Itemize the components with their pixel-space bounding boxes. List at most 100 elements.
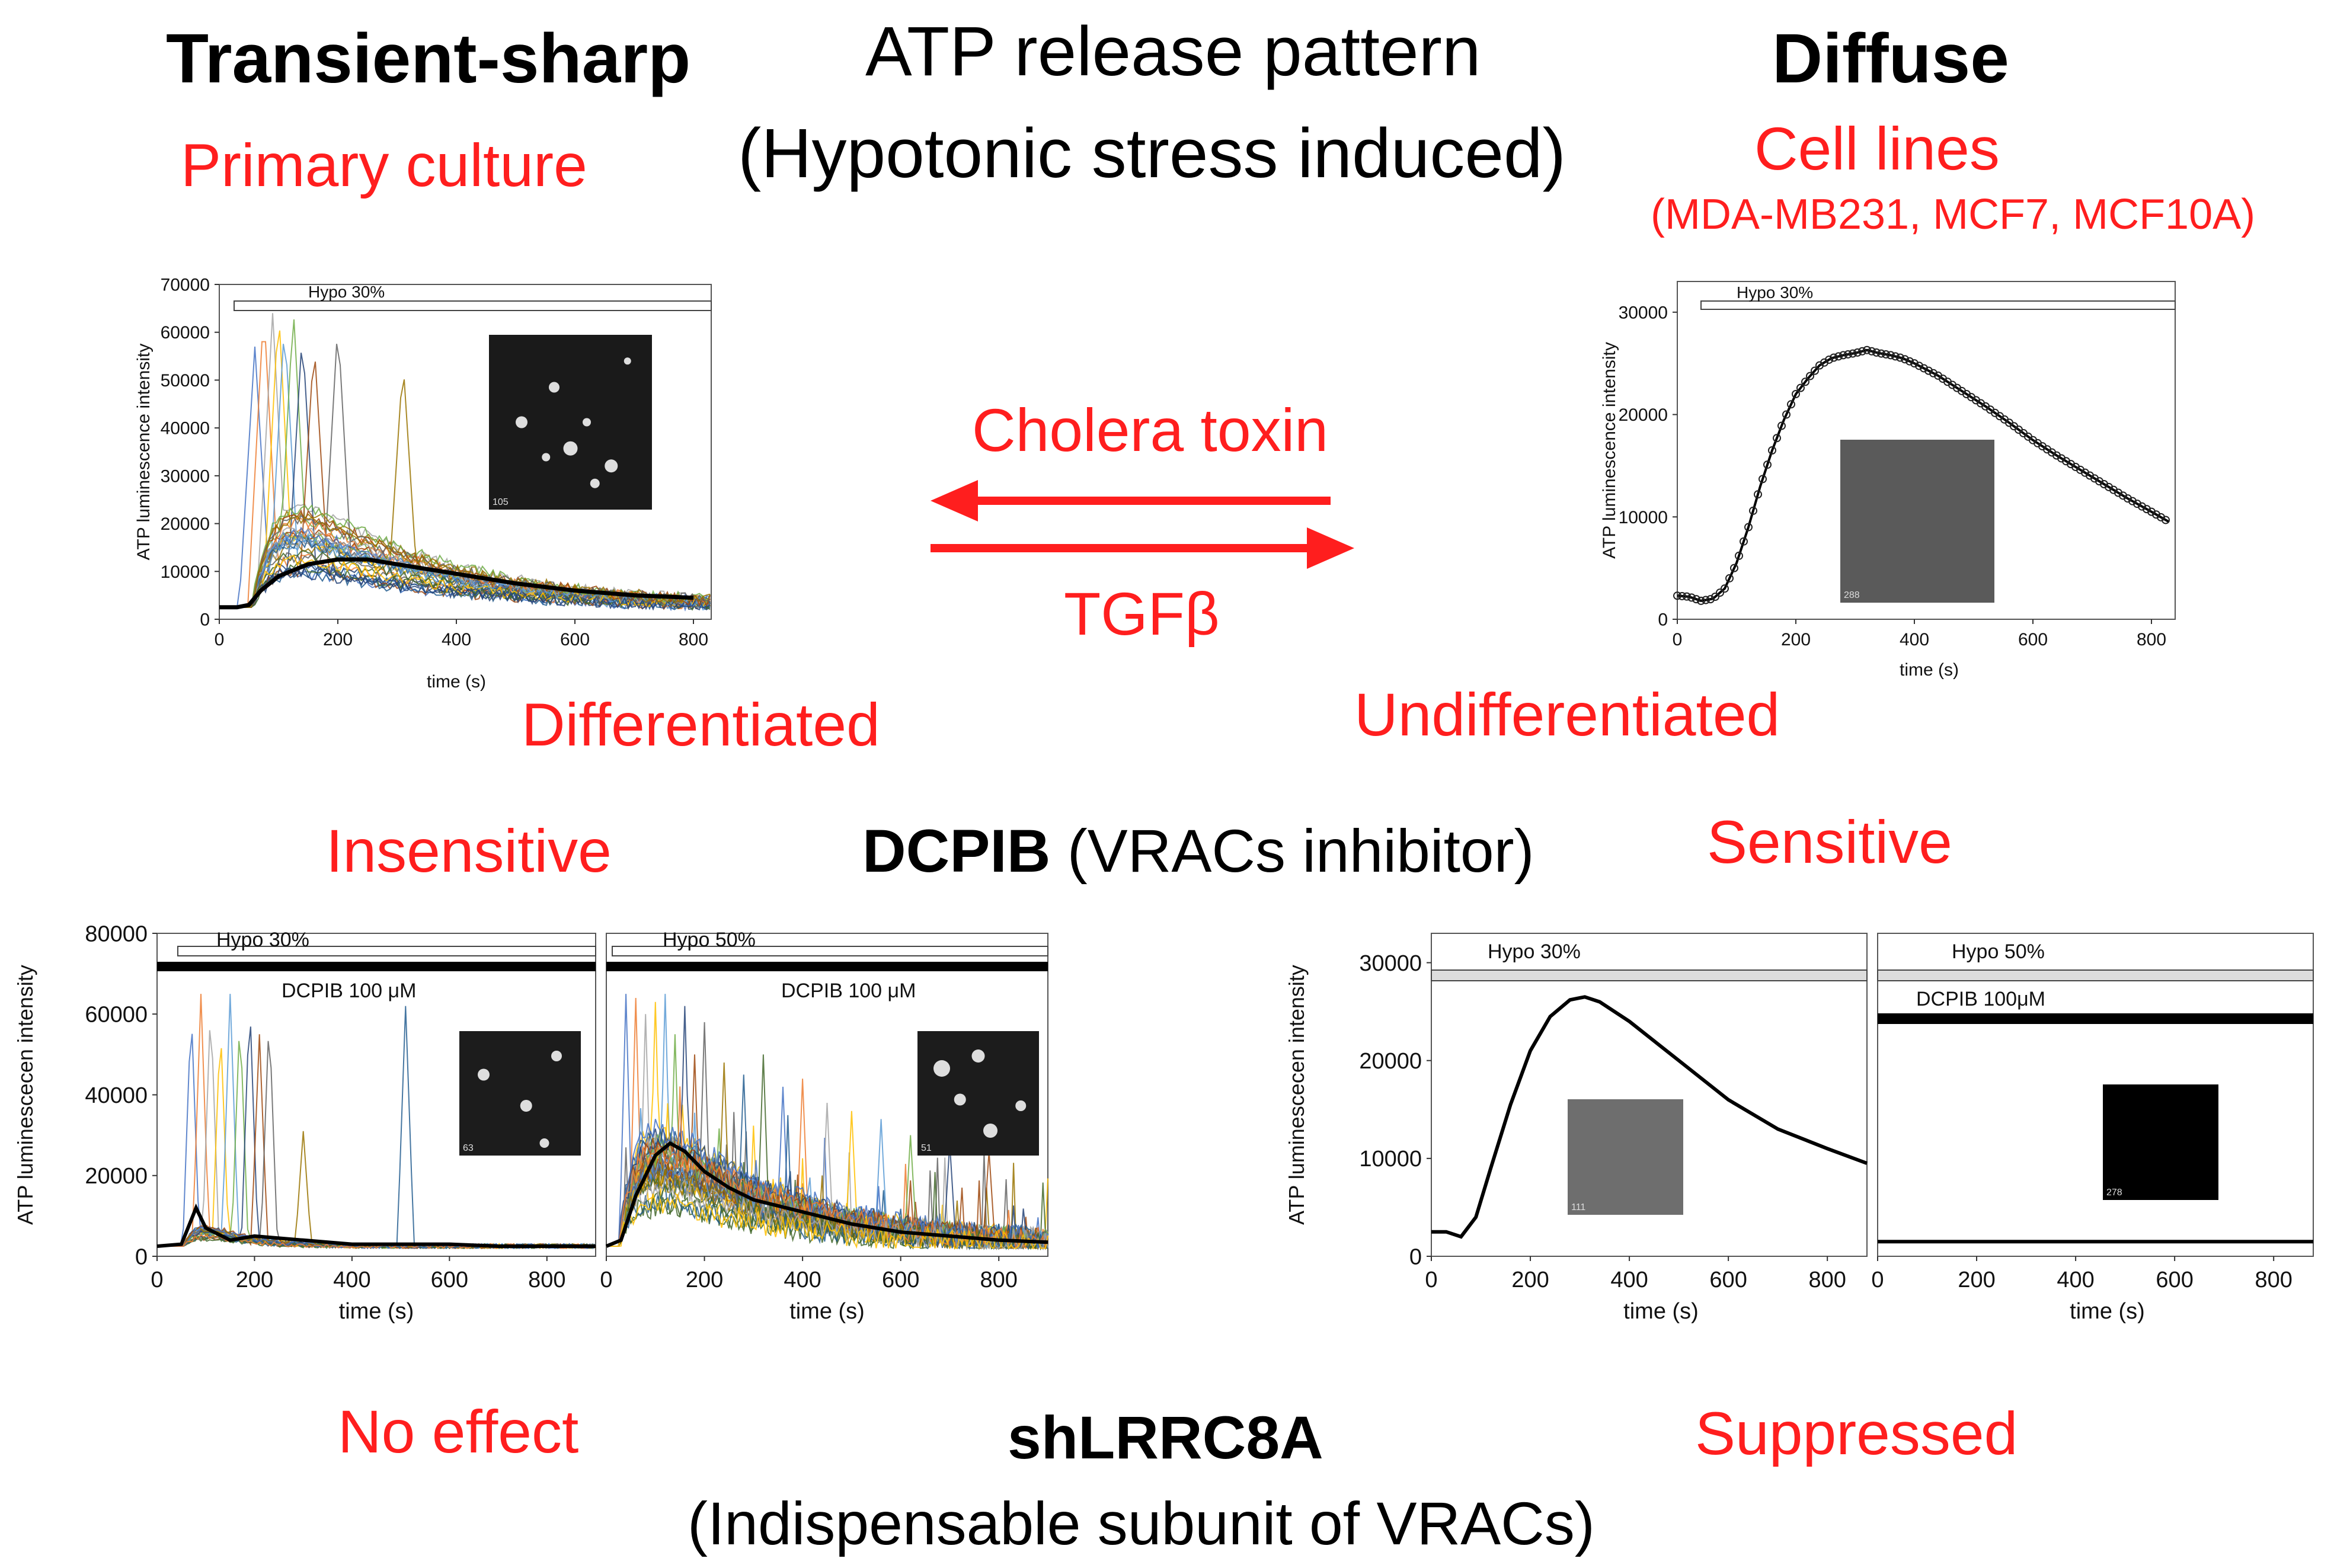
x-tick-label: 400	[1610, 1268, 1648, 1292]
inset-frame-number: 63	[463, 1143, 474, 1153]
y-tick-label: 0	[1409, 1244, 1422, 1269]
dcpib-bar	[157, 962, 596, 971]
data-point	[1806, 372, 1814, 380]
x-tick-label: 0	[1425, 1268, 1437, 1292]
x-tick-label: 400	[784, 1268, 821, 1292]
x-axis-label: time (s)	[1900, 660, 1959, 680]
hypo-bar-label: Hypo 30%	[1488, 940, 1581, 963]
x-tick-label: 800	[980, 1268, 1018, 1292]
data-point	[1735, 551, 1743, 560]
data-point	[1730, 564, 1738, 572]
x-tick-label: 400	[2057, 1268, 2094, 1292]
inset-cell	[542, 453, 551, 462]
data-point	[1868, 347, 1876, 356]
title-line-2: (Hypotonic stress induced)	[738, 114, 1566, 193]
cell-trace	[606, 1119, 1048, 1249]
x-tick-label: 600	[2156, 1268, 2193, 1292]
x-tick-label: 0	[1871, 1268, 1884, 1292]
chart-cell-lines: 0 10000 20000 30000 0 200 400 600 800 time (s) ATP…	[1600, 281, 2176, 680]
x-tick-label: 200	[686, 1268, 723, 1292]
y-tick-label: 0	[200, 610, 210, 630]
hypo-bar	[1700, 300, 2176, 310]
cell-trace	[219, 313, 711, 608]
y-tick-label: 10000	[1359, 1147, 1422, 1172]
data-point	[1687, 593, 1696, 602]
data-point	[1863, 345, 1871, 354]
data-point	[1830, 353, 1838, 362]
inset-cell	[983, 1124, 997, 1138]
arrow-left-cholera-toxin	[931, 480, 1331, 521]
data-point	[1929, 369, 1937, 377]
shlrrc8a-heading: shLRRC8A	[1008, 1404, 1323, 1471]
mean-trace	[156, 1203, 596, 1248]
inset-cell	[539, 1138, 549, 1148]
x-axis-label: time (s)	[339, 1299, 414, 1324]
x-axis-label: time (s)	[1623, 1299, 1699, 1324]
x-tick-label: 200	[323, 630, 353, 649]
data-point	[1782, 410, 1791, 419]
data-point	[1849, 349, 1857, 358]
inset-cell	[583, 418, 591, 427]
x-tick-label: 200	[1958, 1268, 1995, 1292]
y-tick-label: 20000	[1619, 405, 1668, 425]
dcpib-bar-label: DCPIB 100μM	[1916, 988, 2045, 1010]
data-point	[1887, 351, 1895, 360]
hypo-bar-label: Hypo 30%	[1737, 283, 1813, 302]
data-point	[1901, 355, 1909, 364]
inset-frame-number: 105	[493, 497, 509, 507]
shlrrc8a-description: (Indispensable subunit of VRACs)	[688, 1490, 1595, 1557]
hypo-bar-label: Hypo 50%	[663, 929, 756, 951]
hypo-bar	[177, 946, 596, 956]
sensitive-label: Sensitive	[1707, 808, 1952, 876]
dcpib-name: DCPIB	[862, 817, 1051, 885]
inset-cell	[954, 1093, 966, 1106]
x-axis-label: time (s)	[2070, 1299, 2145, 1324]
y-axis-label: ATP luminescecen intensity	[13, 965, 37, 1225]
data-point	[1882, 350, 1890, 359]
x-tick-label: 0	[151, 1268, 163, 1292]
y-tick-label: 30000	[161, 466, 210, 486]
data-point	[1858, 347, 1866, 356]
cell-lines-list: (MDA-MB231, MCF7, MCF10A)	[1651, 191, 2256, 238]
x-axis-label: time (s)	[427, 672, 486, 692]
x-tick-label: 600	[560, 630, 590, 649]
hypo-bar	[1877, 969, 2314, 981]
x-tick-label: 800	[679, 630, 708, 649]
x-tick-label: 600	[2018, 630, 2048, 649]
data-point	[1896, 353, 1904, 362]
data-point	[1754, 490, 1762, 499]
data-point	[1673, 591, 1681, 600]
hypo-bar-label: Hypo 30%	[308, 283, 385, 301]
data-point	[1721, 584, 1729, 593]
mean-trace	[1431, 995, 1868, 1239]
data-point	[1834, 352, 1843, 361]
inset-cell	[563, 441, 578, 456]
y-axis-label: ATP luminescecen intensity	[1284, 965, 1309, 1225]
inset-cell	[549, 382, 559, 393]
hypo-bar-label: Hypo 30%	[216, 929, 309, 951]
x-tick-label: 0	[215, 630, 225, 649]
x-tick-label: 800	[1808, 1268, 1846, 1292]
y-tick-label: 20000	[1359, 1049, 1422, 1074]
data-point	[1683, 592, 1691, 601]
y-tick-label: 70000	[161, 276, 210, 295]
data-point	[2138, 502, 2146, 511]
y-axis-label: ATP luminescence intensity	[134, 344, 154, 561]
inset-frame-number: 288	[1844, 590, 1860, 600]
chart-primary-culture: 0 10000 20000 30000 40000 50000 60000 70000 0 200…	[134, 276, 712, 692]
hypo-bar	[612, 946, 1048, 956]
data-point	[1844, 350, 1852, 359]
x-tick-label: 200	[1511, 1268, 1549, 1292]
data-point	[1697, 596, 1705, 605]
chart-cell-lines-dcpib: 0 10000 20000 30000 0 200 400 600 800 Hypo 30% 111…	[1284, 933, 2314, 1324]
x-tick-label: 400	[333, 1268, 370, 1292]
x-tick-label: 800	[528, 1268, 565, 1292]
suppressed-label: Suppressed	[1695, 1400, 2018, 1467]
y-tick-label: 40000	[161, 419, 210, 439]
undifferentiated-label: Undifferentiated	[1354, 681, 1780, 748]
x-tick-label: 0	[1673, 630, 1683, 649]
differentiated-label: Differentiated	[522, 691, 880, 759]
inset-cell	[933, 1060, 950, 1077]
inset-frame-number: 51	[921, 1143, 932, 1153]
data-point	[1796, 383, 1805, 392]
